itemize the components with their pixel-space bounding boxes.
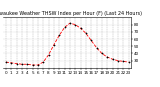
Title: Milwaukee Weather THSW Index per Hour (F) (Last 24 Hours): Milwaukee Weather THSW Index per Hour (F… (0, 11, 142, 16)
